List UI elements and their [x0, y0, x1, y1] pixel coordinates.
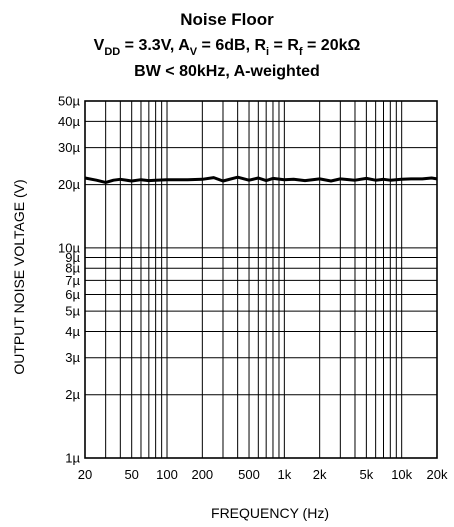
chart-subtitle-line2: BW < 80kHz, A-weighted: [134, 63, 320, 80]
x-tick-label: 10k: [391, 467, 412, 482]
y-tick-label: 20µ: [58, 177, 80, 192]
series-layer: [84, 175, 438, 184]
chart-title: Noise Floor: [180, 10, 274, 29]
y-tick-label: 7µ: [65, 273, 80, 288]
x-tick-label: 2k: [313, 467, 327, 482]
noise-series-line: [84, 175, 438, 184]
plot-frame: [84, 100, 438, 459]
x-tick-labels: 20 50 100 200 500 1k 2k 5k 10k 20k: [78, 467, 448, 482]
y-tick-label: 40µ: [58, 114, 80, 129]
y-tick-label: 1µ: [65, 451, 80, 466]
chart-subtitle-line1: VDD = 3.3V, AV = 6dB, Ri = Rf = 20kΩ: [94, 37, 361, 58]
y-tick-label: 30µ: [58, 140, 80, 155]
y-tick-label: 2µ: [65, 387, 80, 402]
x-tick-label: 100: [156, 467, 178, 482]
y-tick-label: 6µ: [65, 287, 80, 302]
y-tick-label: 3µ: [65, 350, 80, 365]
x-tick-label: 20k: [427, 467, 448, 482]
y-tick-label: 8µ: [65, 261, 80, 276]
x-tick-label: 500: [238, 467, 260, 482]
x-tick-label: 200: [191, 467, 213, 482]
y-tick-label: 10µ: [58, 240, 80, 255]
y-tick-label: 4µ: [65, 324, 80, 339]
x-axis-label: FREQUENCY (Hz): [211, 505, 329, 521]
y-tick-label: 5µ: [65, 304, 80, 319]
y-tick-label: 50µ: [58, 94, 80, 109]
x-tick-label: 1k: [277, 467, 291, 482]
y-tick-label: 9µ: [65, 250, 80, 265]
y-axis-label: OUTPUT NOISE VOLTAGE (V): [11, 179, 27, 374]
grid-lines: [85, 101, 437, 458]
x-tick-label: 5k: [359, 467, 373, 482]
x-tick-label: 50: [124, 467, 138, 482]
x-tick-label: 20: [78, 467, 92, 482]
